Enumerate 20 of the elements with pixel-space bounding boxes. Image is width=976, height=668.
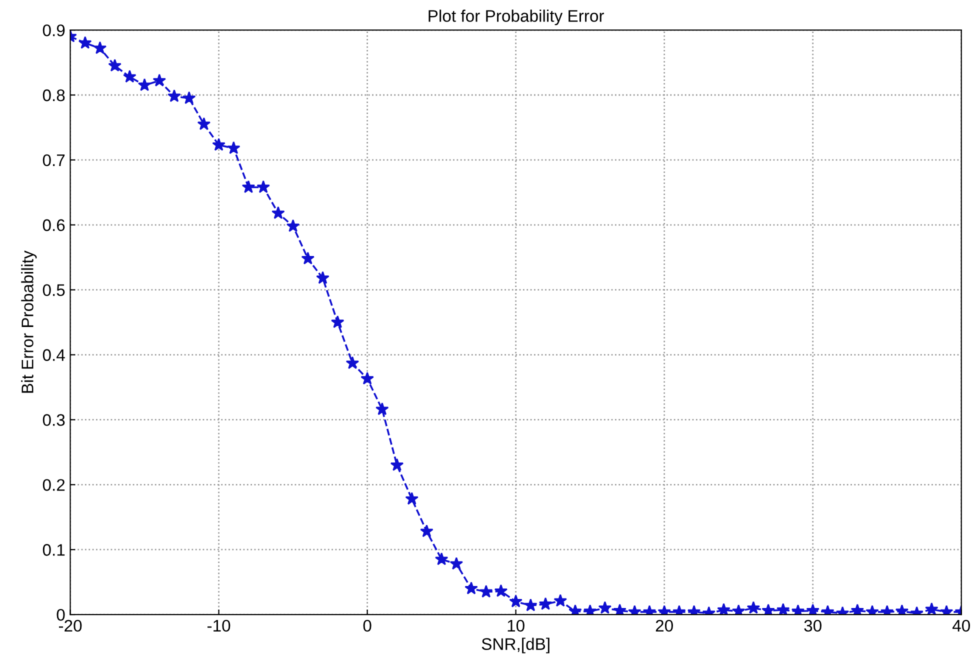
x-tick-label: 40 (952, 620, 970, 632)
y-tick-label: 0.6 (42, 219, 65, 232)
y-tick-label: 0 (56, 608, 65, 621)
chart-title: Plot for Probability Error (428, 10, 604, 26)
x-tick-label: -20 (58, 620, 82, 632)
y-tick-label: 0.8 (42, 89, 65, 102)
x-tick-label: 20 (656, 620, 673, 632)
x-tick-label: 0 (363, 620, 372, 632)
y-tick-label: 0.9 (42, 24, 65, 36)
y-tick-label: 0.7 (42, 154, 65, 166)
y-axis-title: Bit Error Probability (21, 250, 37, 393)
y-tick-label: 0.5 (42, 284, 65, 296)
y-tick-label: 0.3 (42, 414, 65, 426)
y-tick-label: 0.2 (42, 479, 65, 491)
y-tick-label: 0.4 (42, 349, 65, 361)
y-tick-label: 0.1 (42, 544, 65, 556)
x-axis-title: SNR,[dB] (482, 638, 550, 654)
x-tick-label: -10 (207, 620, 230, 632)
x-tick-label: 30 (804, 620, 822, 632)
x-tick-label: 10 (508, 620, 524, 632)
